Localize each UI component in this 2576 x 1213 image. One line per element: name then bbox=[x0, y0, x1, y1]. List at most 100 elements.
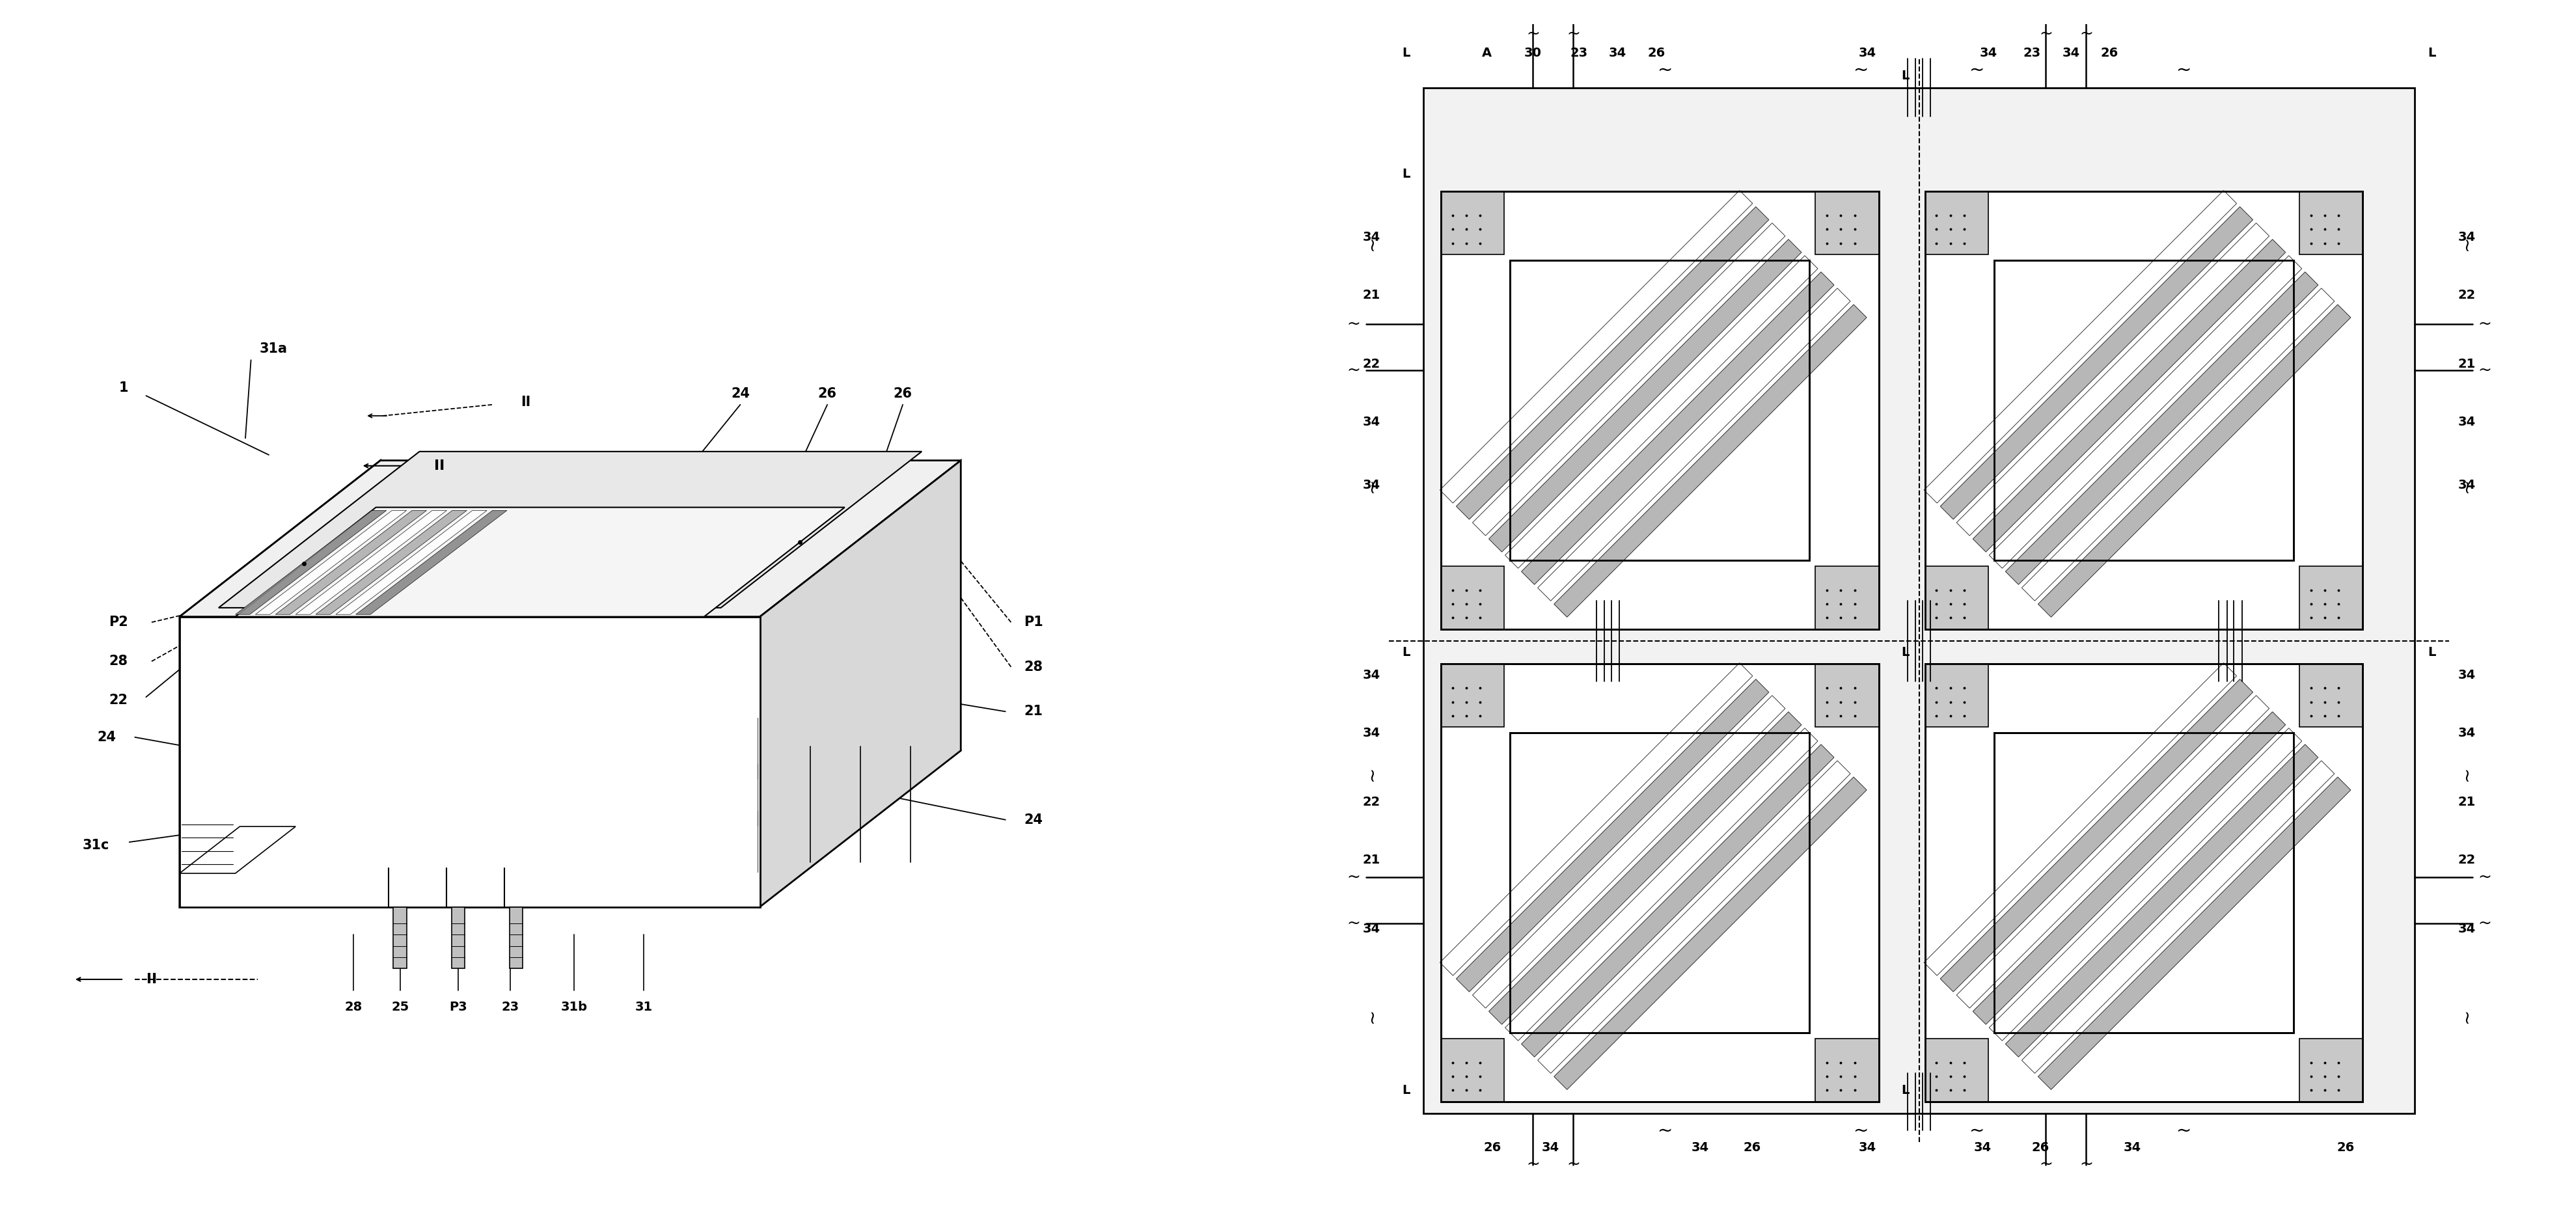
Text: ~: ~ bbox=[1968, 1121, 1984, 1140]
Bar bbox=[1924, 192, 1989, 255]
Polygon shape bbox=[1455, 679, 1770, 992]
Polygon shape bbox=[1473, 223, 1785, 536]
Text: 31: 31 bbox=[636, 1001, 652, 1013]
Text: 30: 30 bbox=[1525, 47, 1543, 59]
Text: L: L bbox=[2429, 647, 2437, 659]
Text: ~: ~ bbox=[2177, 1121, 2192, 1140]
Text: L: L bbox=[2429, 47, 2437, 59]
Polygon shape bbox=[1924, 190, 2236, 503]
Text: ~: ~ bbox=[1525, 25, 1540, 41]
Polygon shape bbox=[180, 616, 760, 907]
Text: 22: 22 bbox=[2458, 854, 2476, 866]
Text: L: L bbox=[1401, 47, 1409, 59]
Polygon shape bbox=[2022, 761, 2334, 1074]
Text: 34: 34 bbox=[1363, 727, 1381, 739]
Bar bbox=[1994, 261, 2293, 560]
Text: ~: ~ bbox=[1525, 1156, 1540, 1172]
Text: 21: 21 bbox=[2458, 358, 2476, 370]
Text: 34: 34 bbox=[1857, 47, 1875, 59]
Text: P3: P3 bbox=[448, 1001, 466, 1013]
Text: ~: ~ bbox=[1347, 363, 1360, 377]
Text: 34: 34 bbox=[1540, 1141, 1558, 1154]
Bar bbox=[1440, 664, 1504, 727]
Polygon shape bbox=[1455, 206, 1770, 519]
Text: 34: 34 bbox=[1363, 479, 1381, 491]
Polygon shape bbox=[1973, 712, 2285, 1025]
Text: 34: 34 bbox=[2123, 1141, 2141, 1154]
Bar bbox=[1924, 664, 1989, 727]
Polygon shape bbox=[1473, 695, 1785, 1008]
Text: 34: 34 bbox=[1973, 1141, 1991, 1154]
Text: ~: ~ bbox=[2458, 1008, 2476, 1023]
Polygon shape bbox=[1538, 289, 1850, 600]
Text: 23: 23 bbox=[2022, 47, 2040, 59]
Text: 22: 22 bbox=[108, 694, 129, 707]
Text: 26: 26 bbox=[2336, 1141, 2354, 1154]
Text: 34: 34 bbox=[1857, 1141, 1875, 1154]
Text: 28: 28 bbox=[108, 655, 129, 668]
Text: 28: 28 bbox=[345, 1001, 363, 1013]
Polygon shape bbox=[1440, 190, 1752, 503]
Text: ~: ~ bbox=[2079, 25, 2094, 41]
Bar bbox=[1816, 565, 1878, 630]
Polygon shape bbox=[180, 461, 961, 616]
Bar bbox=[1816, 192, 1878, 255]
Polygon shape bbox=[1504, 728, 1819, 1041]
Text: 25: 25 bbox=[392, 1001, 410, 1013]
Text: 24: 24 bbox=[1023, 813, 1043, 826]
Text: 26: 26 bbox=[894, 387, 912, 400]
Text: 34: 34 bbox=[1363, 923, 1381, 935]
Text: 34: 34 bbox=[2063, 47, 2079, 59]
Text: 34: 34 bbox=[2458, 232, 2476, 244]
Text: 1: 1 bbox=[118, 381, 129, 394]
Text: 31c: 31c bbox=[82, 839, 108, 852]
Bar bbox=[1440, 664, 1878, 1101]
Text: 26: 26 bbox=[1649, 47, 1664, 59]
Polygon shape bbox=[335, 511, 487, 615]
Polygon shape bbox=[1940, 206, 2254, 519]
Text: ~: ~ bbox=[2079, 1156, 2094, 1172]
Polygon shape bbox=[2038, 778, 2352, 1089]
Text: ~: ~ bbox=[1363, 478, 1381, 492]
Text: ~: ~ bbox=[1855, 61, 1870, 80]
Polygon shape bbox=[180, 826, 296, 873]
Polygon shape bbox=[1440, 662, 1752, 975]
Bar bbox=[1440, 192, 1878, 630]
Bar bbox=[2300, 192, 2362, 255]
Polygon shape bbox=[1958, 695, 2269, 1008]
Text: L: L bbox=[1901, 1084, 1909, 1097]
Text: ~: ~ bbox=[2458, 478, 2476, 492]
Polygon shape bbox=[1989, 256, 2303, 568]
Text: 28: 28 bbox=[1023, 660, 1043, 673]
Text: 21: 21 bbox=[1023, 705, 1043, 718]
Bar bbox=[1816, 1038, 1878, 1101]
Polygon shape bbox=[1553, 778, 1868, 1089]
Text: 22: 22 bbox=[1363, 796, 1381, 808]
Text: 34: 34 bbox=[2458, 727, 2476, 739]
Text: ~: ~ bbox=[1363, 1008, 1381, 1023]
Text: ~: ~ bbox=[1659, 61, 1674, 80]
Bar bbox=[1924, 664, 2362, 1101]
Text: 31a: 31a bbox=[260, 342, 289, 355]
Bar bbox=[2300, 1038, 2362, 1101]
Text: ~: ~ bbox=[1363, 765, 1381, 781]
Text: ~: ~ bbox=[1968, 61, 1984, 80]
Bar bbox=[2300, 664, 2362, 727]
Text: II: II bbox=[147, 973, 157, 986]
Text: ~: ~ bbox=[1363, 235, 1381, 251]
Text: ~: ~ bbox=[1855, 1121, 1870, 1140]
Bar bbox=[1994, 733, 2293, 1032]
Polygon shape bbox=[276, 511, 428, 615]
Text: 21: 21 bbox=[2458, 796, 2476, 808]
Text: ~: ~ bbox=[2040, 1156, 2053, 1172]
Text: L: L bbox=[1401, 647, 1409, 659]
Text: 34: 34 bbox=[2458, 670, 2476, 682]
Bar bbox=[1425, 87, 2414, 1114]
Text: ~: ~ bbox=[1347, 916, 1360, 930]
Polygon shape bbox=[1989, 728, 2303, 1041]
Text: P1: P1 bbox=[1023, 616, 1043, 628]
Bar bbox=[1440, 192, 1878, 630]
Text: 26: 26 bbox=[1484, 1141, 1502, 1154]
Bar bbox=[1924, 565, 1989, 630]
Bar bbox=[1924, 664, 2362, 1101]
